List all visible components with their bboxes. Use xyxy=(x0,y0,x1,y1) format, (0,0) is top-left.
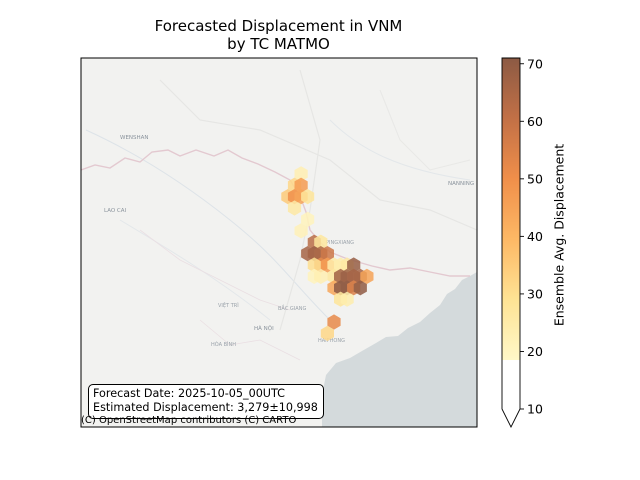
chart-title-line-1: Forecasted Displacement in VNM xyxy=(154,17,403,35)
hex-cell xyxy=(301,189,315,205)
road-line xyxy=(159,79,477,231)
map-attribution[interactable]: (C) OpenStreetMap contributors (C) CARTO xyxy=(81,415,297,426)
hex-cell xyxy=(307,257,321,273)
river-line xyxy=(85,129,331,321)
colorbar-label: Ensemble Avg. Displacement xyxy=(551,143,567,327)
hex-cell xyxy=(294,223,308,239)
hex-cell xyxy=(301,211,315,227)
river-line xyxy=(329,119,471,181)
road-line xyxy=(279,69,321,331)
map-frame xyxy=(80,57,478,428)
hex-cell xyxy=(320,246,334,262)
river-line xyxy=(119,219,271,321)
place-label: LAO CAI xyxy=(104,208,127,214)
hex-cell xyxy=(294,177,308,193)
colorbar-tick-label: 60 xyxy=(527,114,543,129)
colorbar-tick-label: 20 xyxy=(527,344,543,359)
hex-cell xyxy=(353,280,367,296)
place-label: HAIPHONG xyxy=(318,338,345,344)
hex-cell xyxy=(340,291,354,307)
place-label: HÀ NỘI xyxy=(254,325,274,332)
hex-cell xyxy=(320,325,334,341)
forecast-date-text: Forecast Date: 2025-10-05_00UTC xyxy=(93,387,285,400)
hex-cell xyxy=(327,314,341,330)
hex-cell xyxy=(294,166,308,182)
estimated-displacement-text: Estimated Displacement: 3,279±10,998 xyxy=(93,401,318,414)
colorbar-tick-label: 50 xyxy=(527,171,543,186)
hexbin-layer xyxy=(281,166,374,341)
colorbar-extend-triangle xyxy=(502,409,520,427)
sea-area xyxy=(322,272,477,427)
chart-title-line-2: by TC MATMO xyxy=(227,35,330,53)
hex-cell xyxy=(301,246,315,262)
road-line xyxy=(379,89,471,171)
info-box: Forecast Date: 2025-10-05_00UTC Estimate… xyxy=(88,384,324,419)
colorbar-tick-label: 70 xyxy=(527,56,543,71)
country-border xyxy=(81,149,470,277)
chart-title: Forecasted Displacement in VNM by TC MAT… xyxy=(80,17,477,53)
place-label: WENSHAN xyxy=(120,135,149,141)
colorbar-tick-label: 40 xyxy=(527,229,543,244)
colorbar-tick-label: 30 xyxy=(527,286,543,301)
place-label: NANNING xyxy=(448,181,474,187)
basemap: WENSHAN LAO CAI PINGXIANG NANNING VIỆT T… xyxy=(81,58,477,427)
colorbar-white-segment xyxy=(502,360,520,409)
hex-cell xyxy=(347,257,361,273)
hex-cell xyxy=(314,268,328,284)
province-border xyxy=(199,319,301,361)
province-border xyxy=(139,229,291,311)
colorbar-outline xyxy=(501,57,521,429)
hex-cell xyxy=(314,234,328,250)
hex-cell xyxy=(360,268,374,284)
place-label: BẮC GIANG xyxy=(278,304,306,312)
place-label: PINGXIANG xyxy=(326,240,354,246)
colorbar-gradient xyxy=(502,58,520,361)
place-label: VIỆT TRÌ xyxy=(218,301,239,309)
colorbar-tick-label: 10 xyxy=(527,402,543,417)
place-label: HÒA BÌNH xyxy=(211,341,236,348)
hex-cell xyxy=(287,200,302,216)
